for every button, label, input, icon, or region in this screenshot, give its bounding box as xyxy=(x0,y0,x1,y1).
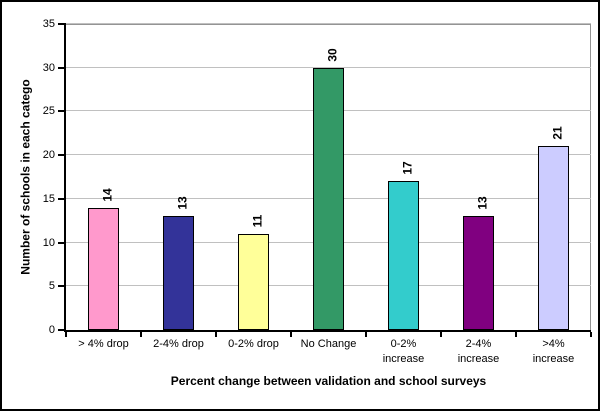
bar-2-4-drop xyxy=(163,216,194,330)
bar-value-label: 30 xyxy=(311,44,355,66)
y-tick-25 xyxy=(58,110,66,113)
bar-0-2-drop xyxy=(238,233,269,330)
y-axis-title-text: Number of schools in each catego xyxy=(19,79,33,275)
bar--4-increase xyxy=(538,146,569,330)
x-category-label: 2-4% drop xyxy=(153,338,204,350)
plot-area xyxy=(66,24,591,330)
y-tick-35 xyxy=(58,23,66,25)
bar--4-drop xyxy=(88,207,119,330)
x-tick-1 xyxy=(140,332,142,337)
x-category-label: 2-4% increase xyxy=(457,338,500,365)
bar-value-text: 13 xyxy=(475,196,490,211)
y-tick-label-15: 15 xyxy=(42,192,55,205)
x-category-label: 0-2% increase xyxy=(382,338,425,365)
x-axis-title: Percent change between validation and sc… xyxy=(170,374,487,388)
bar-no-change xyxy=(313,67,344,330)
gridline-30 xyxy=(66,66,591,68)
y-tick-label-0: 0 xyxy=(48,324,55,336)
gridline-35 xyxy=(66,23,591,24)
y-tick-label-30: 30 xyxy=(42,61,55,74)
x-tick-3 xyxy=(290,332,292,337)
bar-value-label: 17 xyxy=(386,157,430,179)
y-tick-30 xyxy=(58,66,66,69)
x-category-label: No Change xyxy=(300,338,357,350)
x-category-label: >4% increase xyxy=(532,338,575,365)
x-tick-6 xyxy=(515,332,517,337)
y-tick-10 xyxy=(58,241,66,244)
y-tick-20 xyxy=(58,154,66,157)
y-axis xyxy=(64,24,66,332)
x-category-label: 0-2% drop xyxy=(228,338,279,350)
bar-value-label: 21 xyxy=(536,122,580,144)
y-axis-title: Number of schools in each catego xyxy=(13,24,39,330)
bar-value-label: 13 xyxy=(161,192,205,214)
bar-value-text: 14 xyxy=(100,187,115,202)
bar-value-label: 13 xyxy=(461,192,505,214)
x-tick-2 xyxy=(215,332,217,337)
y-tick-label-20: 20 xyxy=(42,149,55,162)
x-tick-4 xyxy=(365,332,367,337)
bar-value-label: 14 xyxy=(86,184,130,206)
y-tick-label-5: 5 xyxy=(48,280,55,293)
y-tick-label-35: 35 xyxy=(42,18,55,30)
y-tick-label-25: 25 xyxy=(42,105,55,118)
bar-value-text: 13 xyxy=(175,196,190,211)
bar-0-2-increase xyxy=(388,181,419,330)
x-tick-5 xyxy=(440,332,442,337)
x-tick-7 xyxy=(590,332,592,337)
x-category-label: > 4% drop xyxy=(78,338,129,350)
bar-2-4-increase xyxy=(463,216,494,330)
x-axis xyxy=(64,330,591,332)
x-tick-0 xyxy=(65,332,67,337)
bar-value-text: 21 xyxy=(550,126,565,141)
y-tick-label-10: 10 xyxy=(42,236,55,249)
bar-value-text: 17 xyxy=(400,161,415,176)
bar-value-text: 30 xyxy=(325,48,340,62)
bar-value-text: 11 xyxy=(250,214,265,228)
y-tick-5 xyxy=(58,285,66,288)
y-tick-15 xyxy=(58,197,66,200)
y-tick-0 xyxy=(58,329,66,331)
bar-value-label: 11 xyxy=(236,210,280,232)
